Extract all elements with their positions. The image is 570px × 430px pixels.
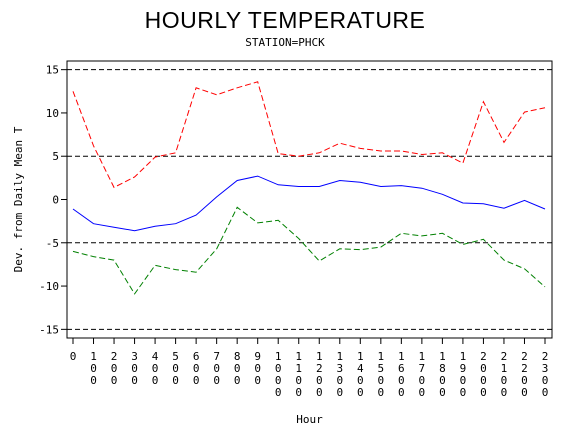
plot-frame	[66, 60, 553, 339]
y-tick-label: 15	[46, 64, 59, 77]
y-tick-label: -10	[39, 280, 59, 293]
chart-subtitle: STATION=PHCK	[245, 36, 325, 49]
y-tick-label: 5	[52, 150, 59, 163]
series-line-3	[72, 206, 546, 295]
y-tick-label: 10	[46, 107, 59, 120]
y-tick-label: -15	[39, 323, 59, 336]
y-tick-label: 0	[52, 194, 59, 207]
y-tick-label: -5	[46, 237, 59, 250]
series-line-1	[72, 81, 546, 189]
chart-title: HOURLY TEMPERATURE	[144, 7, 426, 33]
x-axis-label: Hour	[296, 413, 323, 426]
x-tick-label: 0	[70, 350, 77, 363]
y-axis-label: Dev. from Daily Mean T	[12, 126, 25, 272]
series-line-2	[72, 175, 546, 232]
